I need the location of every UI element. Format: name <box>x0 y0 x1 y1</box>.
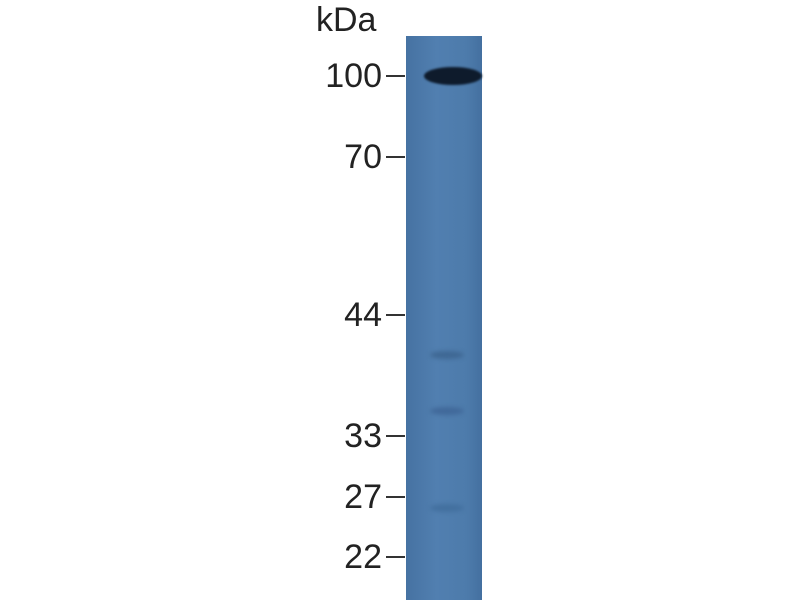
protein-band <box>430 407 464 416</box>
marker-tick <box>386 314 405 316</box>
protein-band <box>430 504 464 513</box>
protein-band <box>430 351 464 360</box>
marker-tick <box>386 556 405 558</box>
marker-label: 27 <box>344 478 382 516</box>
marker-tick <box>386 156 405 158</box>
marker-label: 22 <box>344 538 382 576</box>
marker-label: 33 <box>344 417 382 455</box>
marker-tick <box>386 435 405 437</box>
marker-label: 70 <box>344 138 382 176</box>
marker-tick <box>386 496 405 498</box>
marker-tick <box>386 75 405 77</box>
blot-lane <box>406 36 482 600</box>
unit-label: kDa <box>316 1 377 39</box>
protein-band <box>424 67 482 85</box>
marker-label: 100 <box>325 57 382 95</box>
marker-label: 44 <box>344 296 382 334</box>
